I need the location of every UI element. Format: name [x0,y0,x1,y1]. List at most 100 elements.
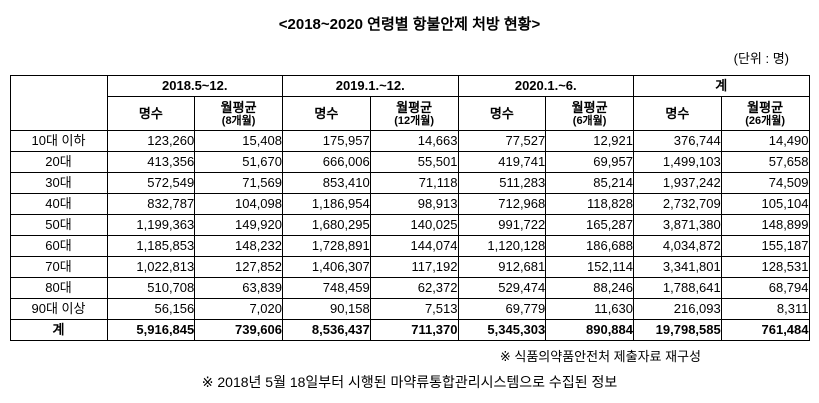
table-cell: 8,536,437 [282,319,371,341]
period-header: 2020.1.~6. [457,75,634,97]
table-cell: 5,916,845 [106,319,196,341]
table-cell: 57,658 [720,151,810,173]
sub-header-label: 명수 [138,105,163,121]
table-row: 40대 832,787 104,098 1,186,954 98,913 712,968 1… [9,193,810,215]
table-cell: 68,794 [720,277,810,299]
sub-header: 명수 [282,96,371,131]
table-cell: 739,606 [194,319,283,341]
table-cell: 3,871,380 [633,214,722,236]
table-cell: 761,484 [720,319,810,341]
row-label: 80대 [9,277,108,299]
sub-header-note: (26개월) [745,114,786,127]
table-cell: 8,311 [720,298,810,320]
table-cell: 123,260 [106,130,196,152]
table-header: 2018.5~12. 2019.1.~12. 2020.1.~6. 계 명수 월평균 (8개… [9,75,810,131]
table-cell: 85,214 [545,172,634,194]
table-cell: 1,185,853 [106,235,196,257]
table-cell: 376,744 [633,130,722,152]
row-label: 20대 [9,151,108,173]
table-cell: 51,670 [194,151,283,173]
table-cell: 1,199,363 [106,214,196,236]
unit-label: (단위 : 명) [733,51,789,66]
table-cell: 165,287 [545,214,634,236]
table-row: 50대 1,199,363 149,920 1,680,295 140,025 991,7… [9,214,810,236]
footnote-source: ※ 식품의약품안전처 제출자료 재구성 [499,349,701,364]
sub-header: 명수 [106,96,196,131]
table-cell: 4,034,872 [633,235,722,257]
table-cell: 149,920 [194,214,283,236]
table-cell: 1,680,295 [282,214,371,236]
sub-header-label: 월평균 [571,99,608,115]
period-header: 2018.5~12. [106,75,283,97]
table-cell: 510,708 [106,277,196,299]
table-cell: 748,459 [282,277,371,299]
table-cell: 140,025 [369,214,459,236]
period-header-row: 2018.5~12. 2019.1.~12. 2020.1.~6. 계 [9,75,810,131]
table-cell: 3,341,801 [633,256,722,278]
table-cell: 413,356 [106,151,196,173]
period-header: 계 [633,75,810,97]
table-cell: 832,787 [106,193,196,215]
sub-header-note: (6개월) [572,114,607,127]
sub-header: 월평균 (6개월) [545,96,634,131]
table-row: 90대 이상 56,156 7,020 90,158 7,513 69,779 11,630… [9,298,810,320]
row-label: 30대 [9,172,108,194]
table-cell: 1,406,307 [282,256,371,278]
table-cell: 155,187 [720,235,810,257]
page-title: <2018~2020 연령별 항불안제 처방 현황> [278,16,541,33]
period-header: 2019.1.~12. [282,75,459,97]
sub-header: 명수 [457,96,547,131]
table-cell: 912,681 [457,256,547,278]
table-row: 20대 413,356 51,670 666,006 55,501 419,741 69,9… [9,151,810,173]
table-cell: 186,688 [545,235,634,257]
sub-header-label: 월평균 [220,99,257,115]
table-cell: 14,663 [369,130,459,152]
table-cell: 152,114 [545,256,634,278]
table-cell: 1,186,954 [282,193,371,215]
table-cell: 1,499,103 [633,151,722,173]
sub-header-row: 명수 월평균 (8개월) 명수 월평균 (12개월) 명수 월평균 (6개월) 명수 월평균 (26개… [10,96,810,131]
table-cell: 77,527 [457,130,547,152]
sub-header: 월평균 (26개월) [720,96,810,131]
table-cell: 7,513 [369,298,459,320]
prescription-table: 2018.5~12. 2019.1.~12. 2020.1.~6. 계 명수 월평균 (8개… [9,75,810,341]
footnote-system: ※ 2018년 5월 18일부터 시행된 마약류통합관리시스템으로 수집된 정보 [201,374,618,390]
table-row: 계 5,916,845 739,606 8,536,437 711,370 5,345,3… [9,319,810,341]
table-cell: 1,120,128 [457,235,547,257]
table-row: 10대 이하 123,260 15,408 175,957 14,663 77,527 12… [9,130,810,152]
table-cell: 1,788,641 [633,277,722,299]
row-label: 60대 [9,235,108,257]
row-label: 70대 [9,256,108,278]
table-cell: 88,246 [545,277,634,299]
table-cell: 104,098 [194,193,283,215]
table-row: 80대 510,708 63,839 748,459 62,372 529,474 88,2… [9,277,810,299]
sub-header-note: (12개월) [394,114,435,127]
table-cell: 890,884 [545,319,634,341]
sub-header-label: 월평균 [747,99,784,115]
table-cell: 12,921 [545,130,634,152]
row-label: 50대 [9,214,108,236]
table-cell: 128,531 [720,256,810,278]
table-cell: 127,852 [194,256,283,278]
table-cell: 1,022,813 [106,256,196,278]
sub-header-note: (8개월) [221,114,256,127]
table-cell: 98,913 [369,193,459,215]
table-cell: 572,549 [106,172,196,194]
table-row: 60대 1,185,853 148,232 1,728,891 144,074 1,120… [9,235,810,257]
table-row: 70대 1,022,813 127,852 1,406,307 117,192 912,6… [9,256,810,278]
row-label: 90대 이상 [9,298,108,320]
row-label: 계 [9,319,108,341]
table-cell: 56,156 [106,298,196,320]
sub-header: 월평균 (12개월) [369,96,459,131]
table-cell: 666,006 [282,151,371,173]
table-cell: 175,957 [282,130,371,152]
table-cell: 71,118 [369,172,459,194]
table-cell: 1,937,242 [633,172,722,194]
table-cell: 14,490 [720,130,810,152]
table-cell: 11,630 [545,298,634,320]
table-cell: 529,474 [457,277,547,299]
table-cell: 148,899 [720,214,810,236]
row-label: 40대 [9,193,108,215]
table-cell: 19,798,585 [633,319,722,341]
